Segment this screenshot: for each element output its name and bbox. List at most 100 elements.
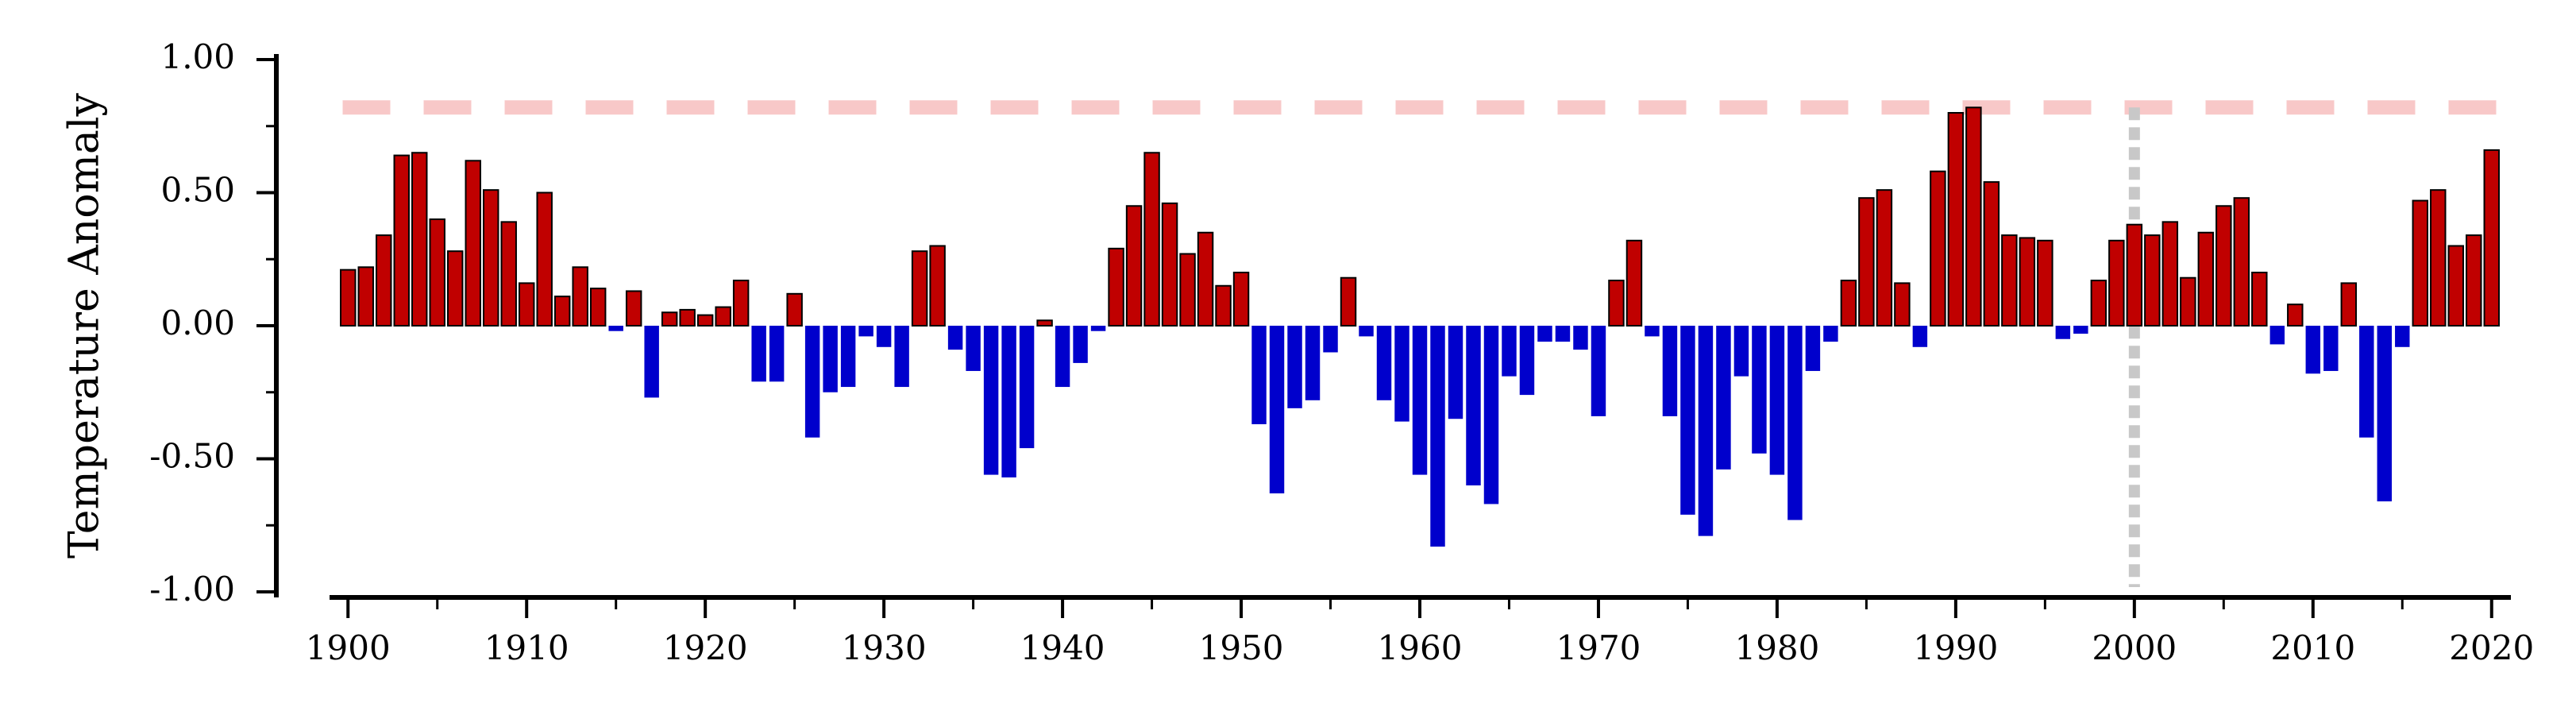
bar [929,245,946,327]
bar [1448,326,1463,419]
bar [2359,326,2374,438]
bar [2108,239,2125,327]
bar [1108,247,1124,327]
bar [840,326,856,388]
bar [1787,326,1803,520]
bar [2055,326,2071,339]
bar [1912,326,1928,347]
bar [500,221,517,327]
y-tick-label: 0.50 [160,171,235,210]
bar [1502,326,1517,377]
bar [696,314,714,327]
bar [1376,326,1392,400]
bar [447,250,464,327]
bar [679,308,696,327]
bar [1161,202,1178,327]
bar [1680,326,1695,515]
bar [1287,326,1302,408]
y-tick-label: -1.00 [149,570,235,609]
bar [1179,253,1196,327]
bar [769,326,785,382]
bar [482,189,499,327]
x-tick-label: 1940 [1020,628,1105,667]
bar [2215,205,2232,327]
bar [608,326,623,331]
bar [894,326,909,388]
bar [1840,280,1857,327]
bar [1197,231,1214,327]
bar [1965,106,1982,327]
bar [2019,237,2036,327]
bar [2090,280,2107,327]
bar [625,290,642,327]
bar [858,326,873,337]
bar [2430,189,2447,327]
bar [1019,326,1035,449]
bar [1340,276,1357,327]
bar [2340,282,2358,327]
x-tick-label: 1900 [306,628,391,667]
bar [911,250,928,327]
bar [1323,326,1338,353]
bar [2144,234,2161,327]
bar [340,269,357,327]
bar [1769,326,1785,475]
bar [1537,326,1552,342]
bar [2466,234,2482,327]
bar [1251,326,1267,424]
bar [1733,326,1749,377]
bar [1625,239,1643,327]
bar [1555,326,1571,342]
bar [2395,326,2410,347]
bar [1305,326,1321,400]
y-tick-label: 0.00 [160,303,235,342]
bar [589,288,607,327]
bar [1215,284,1232,327]
x-tick-label: 1950 [1199,628,1284,667]
x-tick-label: 1980 [1734,628,1819,667]
x-tick-label: 2010 [2270,628,2355,667]
bar [1359,326,1374,337]
bar [1036,319,1053,327]
bar [1947,112,1965,327]
bar [876,326,892,347]
bar [1232,272,1250,327]
bar [1412,326,1428,475]
bar [732,280,750,327]
bar [2305,326,2321,374]
bar [1983,181,2000,327]
bar [1125,205,1143,327]
x-tick-label: 1960 [1378,628,1463,667]
x-tick-label: 1970 [1556,628,1641,667]
bar [1143,152,1160,327]
bar [393,154,410,327]
bar [1591,326,1606,416]
bar [518,282,535,327]
bar [2233,197,2250,327]
bar [1930,170,1946,327]
bar [644,326,659,398]
bar [804,326,820,438]
x-tick-label: 2020 [2449,628,2534,667]
bar [2073,326,2088,334]
bar [1090,326,1106,331]
bar [1752,326,1767,454]
bar [1858,197,1875,327]
bar [1466,326,1481,485]
bar [1823,326,1838,342]
bar [411,152,428,327]
bar [553,296,571,327]
bar [983,326,999,475]
bar [1876,189,1893,327]
bar [1698,326,1714,536]
bar [1001,326,1016,477]
bar [536,191,553,327]
x-tick-label: 1990 [1913,628,1998,667]
x-tick-label: 1920 [663,628,748,667]
y-ticks: -1.00 -0.50 0.00 0.50 1.00 [149,37,276,609]
bar [2197,231,2215,327]
bar [465,160,481,327]
bar [2269,326,2285,345]
bar [1645,326,1660,337]
bar [2180,276,2196,327]
